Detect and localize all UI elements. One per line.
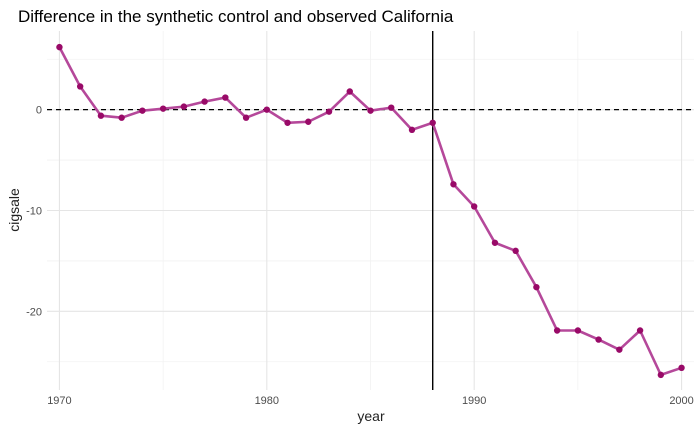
x-tick-label: 1990 [462,395,486,407]
data-point [678,364,685,372]
data-point [512,247,519,255]
data-point [657,371,665,379]
data-point [553,327,561,334]
x-axis-title: year [357,408,385,424]
x-tick-label: 1970 [47,395,71,407]
data-point [159,105,167,112]
data-point [408,126,416,134]
data-point [429,119,436,126]
data-point [346,88,353,95]
data-point [367,107,374,114]
data-point [470,203,478,210]
data-point [533,283,540,291]
data-point [76,83,84,90]
data-point [284,119,291,126]
y-tick-label: 0 [36,105,42,117]
chart-title: Difference in the synthetic control and … [18,7,454,26]
data-point [263,106,271,113]
data-point [595,336,602,343]
tick-labels: 1970 1980 1990 2000 0 -10 -20 [26,105,694,407]
y-tick-label: -10 [26,206,42,218]
data-point [56,43,63,51]
data-point [180,103,188,110]
data-point [97,112,105,119]
data-point [305,118,312,125]
data-point [450,181,457,188]
series-group [56,43,685,379]
data-point [222,94,229,101]
data-point [491,239,499,246]
y-axis-title: cigsale [6,188,22,232]
y-tick-label: -20 [26,306,42,318]
x-tick-label: 1980 [255,395,279,407]
data-point [636,327,644,334]
reference-lines [47,31,694,390]
data-point [616,346,623,353]
data-point [325,108,333,115]
data-point [139,107,146,114]
data-point [388,104,395,111]
data-point [201,98,208,105]
x-tick-label: 2000 [669,395,693,407]
data-point [118,114,125,121]
data-point [242,114,250,121]
grid [47,31,694,390]
data-point [574,327,582,334]
